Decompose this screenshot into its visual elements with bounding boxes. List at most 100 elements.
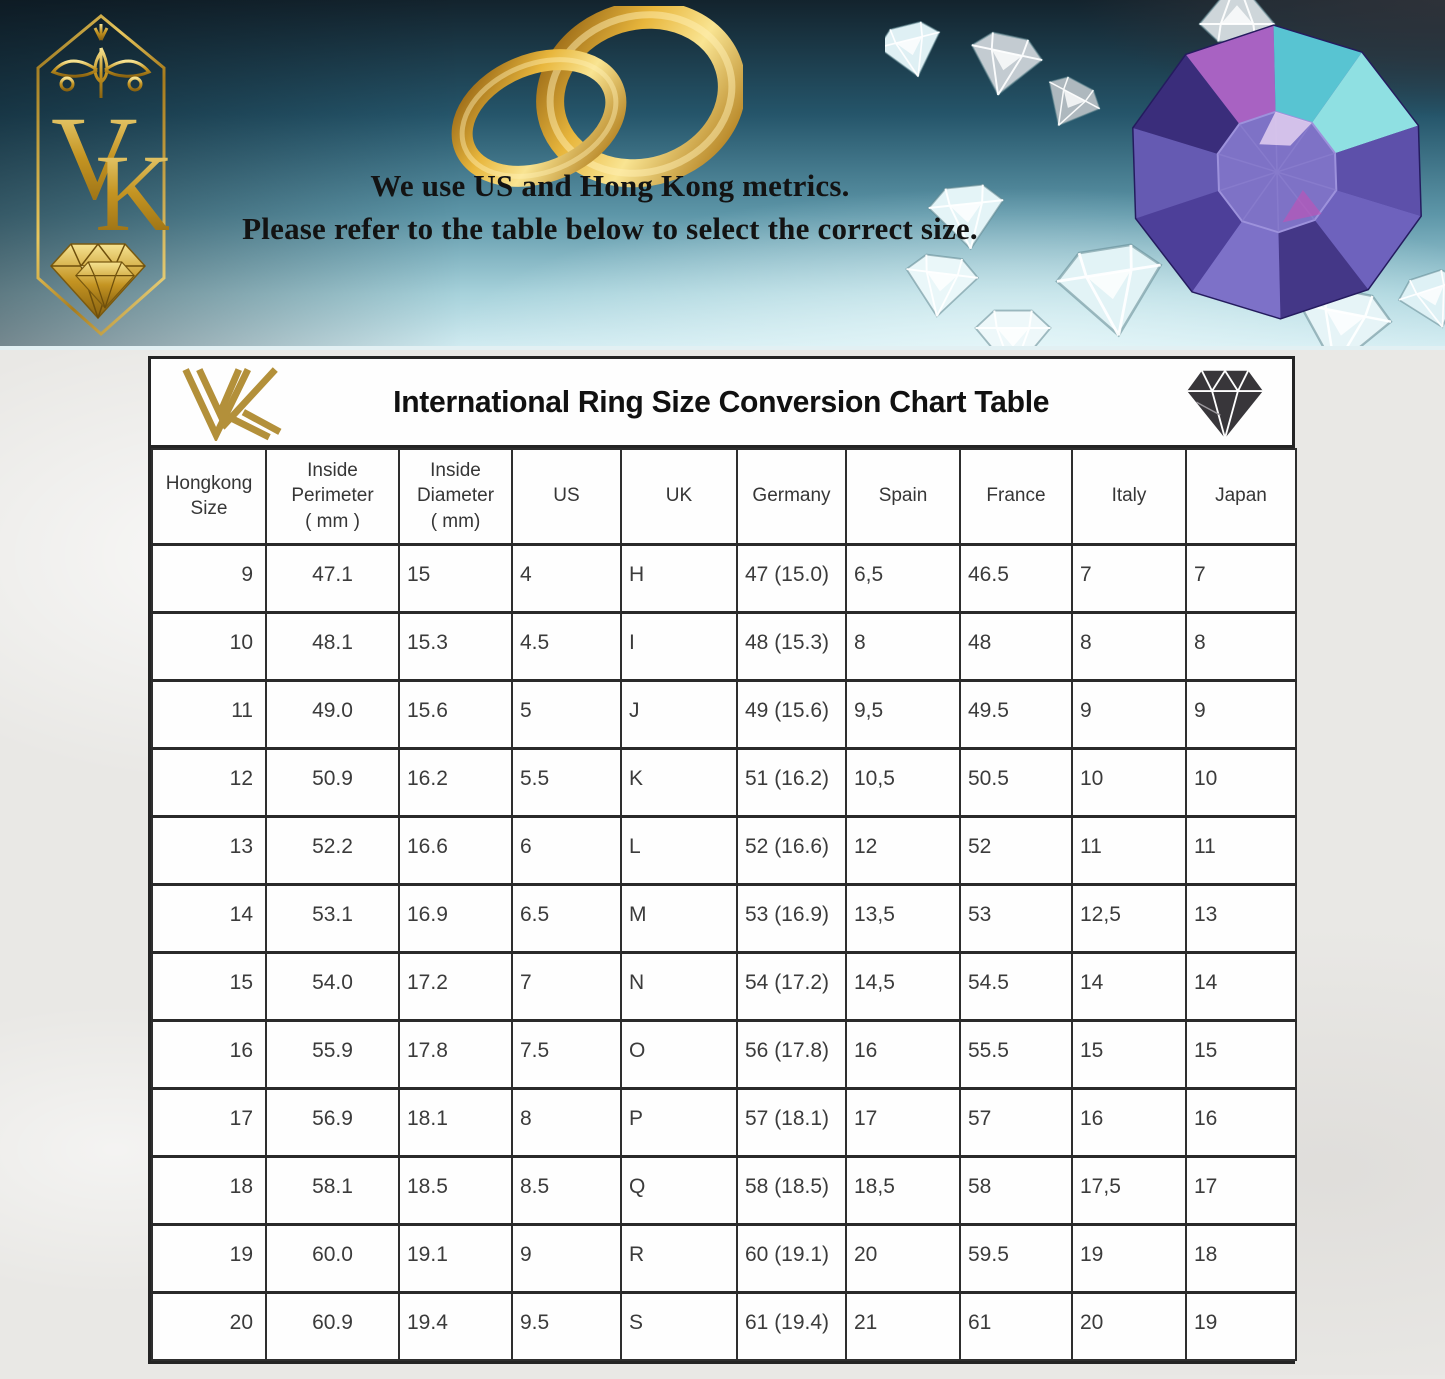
table-cell: 54.5 bbox=[959, 951, 1073, 1021]
table-cell: 16.9 bbox=[398, 883, 513, 953]
table-cell: 51 (16.2) bbox=[736, 747, 847, 817]
table-cell: 17.8 bbox=[398, 1019, 513, 1089]
table-cell: 5.5 bbox=[511, 747, 622, 817]
table-cell: 58 bbox=[959, 1155, 1073, 1225]
promo-banner: V K bbox=[0, 0, 1445, 350]
table-cell: 57 (18.1) bbox=[736, 1087, 847, 1157]
table-cell: 16.6 bbox=[398, 815, 513, 885]
table-cell: 60.0 bbox=[265, 1223, 400, 1293]
table-cell: 16 bbox=[845, 1019, 961, 1089]
table-cell: 12 bbox=[845, 815, 961, 885]
table-cell: 16 bbox=[151, 1019, 267, 1089]
table-cell: 19 bbox=[1185, 1291, 1297, 1361]
table-cell: 16.2 bbox=[398, 747, 513, 817]
table-cell: 55.9 bbox=[265, 1019, 400, 1089]
table-cell: 18.1 bbox=[398, 1087, 513, 1157]
table-cell: 49 (15.6) bbox=[736, 679, 847, 749]
table-cell: 52.2 bbox=[265, 815, 400, 885]
table-cell: 11 bbox=[151, 679, 267, 749]
ornament-flourish bbox=[50, 24, 152, 98]
table-cell: L bbox=[620, 815, 738, 885]
table-row: 20 60.9 19.4 9.5 S 61 (19.4) 21 61 20 19 bbox=[151, 1291, 1297, 1361]
table-cell: 19.4 bbox=[398, 1291, 513, 1361]
table-cell: S bbox=[620, 1291, 738, 1361]
black-diamond-icon bbox=[1187, 370, 1263, 439]
table-cell: 8.5 bbox=[511, 1155, 622, 1225]
table-cell: 60.9 bbox=[265, 1291, 400, 1361]
table-cell: 6,5 bbox=[845, 543, 961, 613]
table-cell: 59.5 bbox=[959, 1223, 1073, 1293]
table-row: 10 48.1 15.3 4.5 I 48 (15.3) 8 48 8 8 bbox=[151, 611, 1297, 681]
table-cell: 9 bbox=[511, 1223, 622, 1293]
table-cell: 56 (17.8) bbox=[736, 1019, 847, 1089]
table-cell: 10 bbox=[1185, 747, 1297, 817]
table-row: 13 52.2 16.6 6 L 52 (16.6) 12 52 11 11 bbox=[151, 815, 1297, 885]
table-cell: 61 (19.4) bbox=[736, 1291, 847, 1361]
table-row: 14 53.1 16.9 6.5 M 53 (16.9) 13,5 53 12,5 13 bbox=[151, 883, 1297, 953]
table-cell: 17 bbox=[845, 1087, 961, 1157]
column-header-japan: Japan bbox=[1185, 448, 1297, 545]
table-cell: 60 (19.1) bbox=[736, 1223, 847, 1293]
banner-line-1: We use US and Hong Kong metrics. bbox=[370, 168, 850, 203]
table-cell: 9,5 bbox=[845, 679, 961, 749]
table-body: 9 47.1 15 4 H 47 (15.0) 6,5 46.5 7 7 10 48.1 15.3 4.5… bbox=[151, 543, 1297, 1361]
table-cell: 48 bbox=[959, 611, 1073, 681]
table-cell: 18.5 bbox=[398, 1155, 513, 1225]
table-cell: 15 bbox=[398, 543, 513, 613]
table-cell: 48 (15.3) bbox=[736, 611, 847, 681]
table-cell: 48.1 bbox=[265, 611, 400, 681]
table-cell: 6.5 bbox=[511, 883, 622, 953]
table-cell: I bbox=[620, 611, 738, 681]
table-cell: 7 bbox=[1185, 543, 1297, 613]
table-cell: 12 bbox=[151, 747, 267, 817]
table-cell: 46.5 bbox=[959, 543, 1073, 613]
column-header-hongkong: Hongkong Size bbox=[151, 448, 267, 545]
table-cell: 49.5 bbox=[959, 679, 1073, 749]
table-cell: 13 bbox=[1185, 883, 1297, 953]
table-cell: 16 bbox=[1071, 1087, 1187, 1157]
table-cell: 55.5 bbox=[959, 1019, 1073, 1089]
table-cell: 52 (16.6) bbox=[736, 815, 847, 885]
table-row: 9 47.1 15 4 H 47 (15.0) 6,5 46.5 7 7 bbox=[151, 543, 1297, 613]
table-cell: M bbox=[620, 883, 738, 953]
table-cell: 16 bbox=[1185, 1087, 1297, 1157]
table-cell: 14 bbox=[1185, 951, 1297, 1021]
table-cell: 53.1 bbox=[265, 883, 400, 953]
table-cell: 4.5 bbox=[511, 611, 622, 681]
table-cell: N bbox=[620, 951, 738, 1021]
table-cell: 18,5 bbox=[845, 1155, 961, 1225]
table-cell: K bbox=[620, 747, 738, 817]
table-cell: 57 bbox=[959, 1087, 1073, 1157]
table-cell: 21 bbox=[845, 1291, 961, 1361]
table-cell: 6 bbox=[511, 815, 622, 885]
table-cell: 15 bbox=[1185, 1019, 1297, 1089]
banner-text: We use US and Hong Kong metrics. Please … bbox=[205, 165, 1015, 251]
table-cell: 9 bbox=[1071, 679, 1187, 749]
big-purple-diamond bbox=[1132, 24, 1422, 320]
table-row: 19 60.0 19.1 9 R 60 (19.1) 20 59.5 19 18 bbox=[151, 1223, 1297, 1293]
table-cell: 15.3 bbox=[398, 611, 513, 681]
table-cell: 13,5 bbox=[845, 883, 961, 953]
table-cell: P bbox=[620, 1087, 738, 1157]
table-cell: 54 (17.2) bbox=[736, 951, 847, 1021]
table-cell: 8 bbox=[511, 1087, 622, 1157]
table-cell: 4 bbox=[511, 543, 622, 613]
table-cell: 53 bbox=[959, 883, 1073, 953]
table-cell: 15 bbox=[1071, 1019, 1187, 1089]
column-header-perimeter: Inside Perimeter( mm ) bbox=[265, 448, 400, 545]
table-cell: 15 bbox=[151, 951, 267, 1021]
table-cell: 9.5 bbox=[511, 1291, 622, 1361]
table-cell: 20 bbox=[151, 1291, 267, 1361]
table-cell: Q bbox=[620, 1155, 738, 1225]
table-row: 11 49.0 15.6 5 J 49 (15.6) 9,5 49.5 9 9 bbox=[151, 679, 1297, 749]
vk-monogram-icon bbox=[182, 367, 282, 441]
table-cell: J bbox=[620, 679, 738, 749]
table-cell: 50.5 bbox=[959, 747, 1073, 817]
table-cell: 56.9 bbox=[265, 1087, 400, 1157]
ring-size-table: Hongkong Size Inside Perimeter( mm ) Inside D… bbox=[151, 448, 1297, 1361]
logo-letter-k: K bbox=[95, 132, 169, 254]
table-cell: 8 bbox=[1071, 611, 1187, 681]
ring-size-chart-card: International Ring Size Conversion Chart… bbox=[148, 356, 1297, 1364]
table-cell: 5 bbox=[511, 679, 622, 749]
vk-logo-badge: V K bbox=[36, 14, 169, 337]
